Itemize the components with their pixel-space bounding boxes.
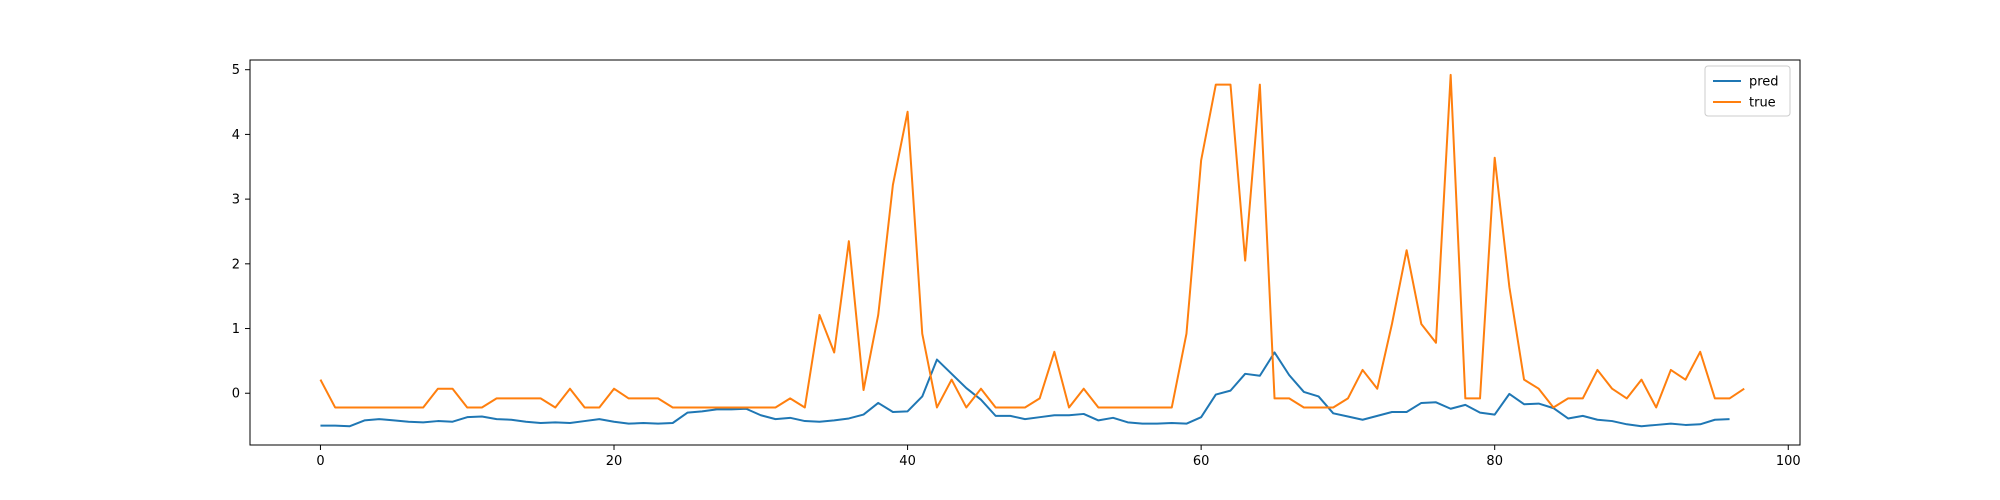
legend: pred true — [1704, 65, 1791, 117]
series-line-pred — [320, 351, 1730, 428]
x-tick-label: 0 — [316, 454, 324, 469]
x-tick-label: 100 — [1776, 454, 1801, 469]
axes-frame — [249, 59, 1801, 446]
y-tick-label: 4 — [232, 128, 240, 143]
plot-area — [249, 59, 1801, 446]
x-tick-label: 80 — [1486, 454, 1503, 469]
series-line-true — [319, 73, 1745, 409]
series-layer — [319, 73, 1745, 428]
legend-label-true: true — [1749, 96, 1776, 111]
legend-box — [1704, 65, 1791, 117]
y-tick-label: 0 — [232, 387, 240, 402]
x-tick-label: 20 — [606, 454, 623, 469]
y-tick-label: 5 — [232, 63, 240, 78]
y-tick-label: 2 — [232, 257, 240, 272]
x-axis: 0 20 40 60 80 100 — [316, 445, 1801, 469]
x-tick-label: 60 — [1193, 454, 1210, 469]
y-tick-label: 3 — [232, 193, 240, 208]
y-tick-label: 1 — [232, 322, 240, 337]
legend-label-pred: pred — [1749, 75, 1779, 90]
x-tick-label: 40 — [899, 454, 916, 469]
y-axis: 0 1 2 3 4 5 — [232, 63, 250, 402]
